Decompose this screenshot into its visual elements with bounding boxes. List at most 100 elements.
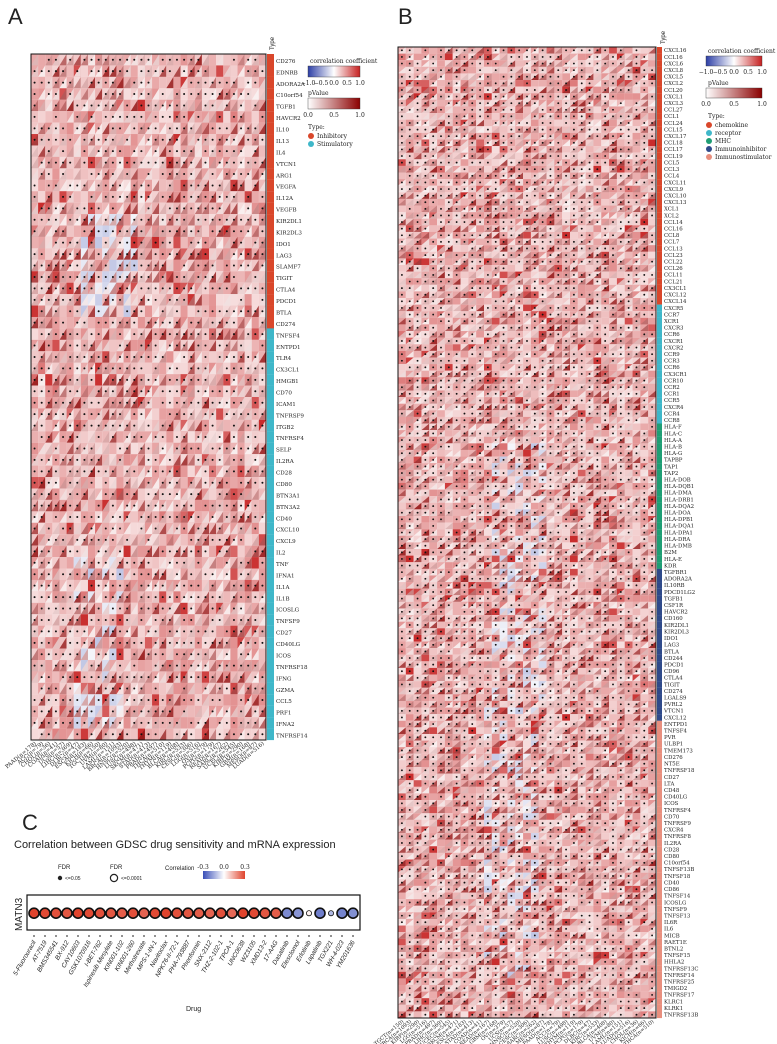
significance-dot <box>204 218 207 221</box>
pvalue-triangle <box>52 305 60 317</box>
significance-dot <box>154 104 157 107</box>
significance-dot <box>254 470 257 473</box>
significance-dot <box>240 721 243 724</box>
significance-dot <box>76 698 79 701</box>
significance-dot <box>218 287 221 290</box>
pvalue-triangle <box>251 259 259 272</box>
significance-dot <box>190 653 193 656</box>
heatmap-cell <box>52 545 60 558</box>
significance-dot <box>97 173 100 176</box>
significance-dot <box>54 630 57 633</box>
significance-dot <box>40 653 43 656</box>
significance-dot <box>97 458 100 461</box>
significance-dot <box>76 321 79 324</box>
significance-dot <box>69 378 72 381</box>
type-bar-cell <box>267 397 274 409</box>
significance-dot <box>147 630 150 633</box>
significance-dot <box>183 447 186 450</box>
pvalue-triangle <box>52 88 60 100</box>
significance-dot <box>218 550 221 553</box>
significance-dot <box>83 641 86 644</box>
significance-dot <box>168 70 171 73</box>
significance-dot <box>247 573 250 576</box>
significance-dot <box>168 710 171 713</box>
row-label: CD70 <box>276 390 292 396</box>
heatmap-cell <box>237 76 245 89</box>
significance-dot <box>62 138 65 141</box>
significance-dot <box>225 195 228 198</box>
significance-dot <box>261 138 264 141</box>
significance-dot <box>54 230 57 233</box>
significance-dot <box>119 458 122 461</box>
row-label: HMGB1 <box>276 379 299 385</box>
pvalue-triangle <box>180 99 188 112</box>
significance-dot <box>261 173 264 176</box>
significance-dot <box>240 93 243 96</box>
pvalue-triangle <box>230 202 238 215</box>
heatmap-cell <box>45 419 53 432</box>
row-label: TNF <box>276 562 289 568</box>
significance-dot <box>104 150 107 153</box>
significance-dot <box>54 721 57 724</box>
significance-dot <box>175 367 178 370</box>
pvalue-triangle <box>230 99 238 112</box>
significance-dot <box>33 630 36 633</box>
pvalue-triangle <box>80 328 88 340</box>
significance-dot <box>76 104 79 107</box>
pvalue-triangle <box>66 351 74 363</box>
significance-dot <box>40 390 43 393</box>
significance-dot <box>111 230 114 233</box>
heatmap-cell <box>66 557 74 569</box>
significance-dot <box>126 70 129 73</box>
pvalue-triangle <box>59 179 67 192</box>
pvalue-triangle <box>137 156 145 169</box>
significance-dot <box>33 104 36 107</box>
significance-dot <box>97 81 100 84</box>
heatmap-cell <box>216 65 224 77</box>
significance-dot <box>111 207 114 210</box>
heatmap-cell <box>137 168 145 180</box>
significance-dot <box>111 733 114 736</box>
significance-dot <box>232 516 235 519</box>
heatmap-cell <box>244 534 252 546</box>
type-bar-cell <box>267 522 274 535</box>
significance-dot <box>76 550 79 553</box>
significance-dot <box>40 218 43 221</box>
significance-dot <box>40 287 43 290</box>
significance-dot <box>183 710 186 713</box>
pvalue-triangle <box>166 259 174 272</box>
significance-dot <box>168 58 171 61</box>
significance-dot <box>76 481 79 484</box>
significance-dot <box>76 355 79 358</box>
heatmap-cell <box>137 625 145 638</box>
row-label: C10orf54 <box>276 93 303 99</box>
significance-dot <box>261 253 264 256</box>
significance-dot <box>161 218 164 221</box>
legend-tick-label: −0.5 <box>314 80 329 87</box>
significance-dot <box>140 275 143 278</box>
significance-dot <box>90 161 93 164</box>
significance-dot <box>147 538 150 541</box>
significance-dot <box>154 733 157 736</box>
significance-dot <box>154 138 157 141</box>
pvalue-triangle <box>95 259 103 272</box>
significance-dot <box>168 424 171 427</box>
significance-dot <box>254 401 257 404</box>
significance-dot <box>126 710 129 713</box>
heatmap-cell <box>80 168 89 180</box>
significance-dot <box>140 390 143 393</box>
pvalue-triangle <box>173 351 181 363</box>
significance-dot <box>111 493 114 496</box>
significance-dot <box>47 710 50 713</box>
significance-dot <box>47 596 50 599</box>
pvalue-triangle <box>45 225 53 237</box>
significance-dot <box>161 447 164 450</box>
significance-dot <box>97 321 100 324</box>
significance-dot <box>133 561 136 564</box>
heatmap-cell <box>45 248 53 260</box>
significance-dot <box>175 298 178 301</box>
pvalue-triangle <box>80 248 88 260</box>
pvalue-triangle <box>244 156 252 169</box>
significance-dot <box>140 355 143 358</box>
significance-dot <box>40 676 43 679</box>
